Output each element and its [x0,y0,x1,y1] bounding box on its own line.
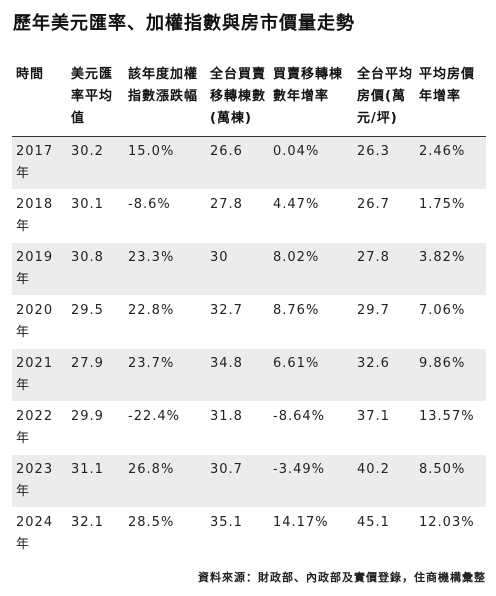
source-note: 資料來源：財政部、內政部及實價登錄，住商機構彙整 [198,571,486,584]
cell-avg-price: 40.2 [353,454,415,508]
header-transfer-growth: 買賣移轉棟數年增率 [269,54,353,137]
cell-taiex-change: 23.7% [124,348,206,402]
cell-price-growth: 12.03% [415,507,486,561]
cell-year: 2023年 [12,454,67,508]
table-row: 2019年 30.8 23.3% 30 8.02% 27.8 3.82% [12,242,486,296]
table-row: 2017年 30.2 15.0% 26.6 0.04% 26.3 2.46% [12,136,486,190]
cell-avg-price: 27.8 [353,242,415,296]
data-table: 時間 美元匯率平均值 該年度加權指數漲跌幅 全台買賣移轉棟數(萬棟) 買賣移轉棟… [12,54,486,561]
header-price-growth: 平均房價年增率 [415,54,486,137]
cell-year: 2022年 [12,401,67,455]
cell-transfer-growth: 8.02% [269,242,353,296]
cell-avg-price: 32.6 [353,348,415,402]
cell-usd-rate: 30.1 [67,189,124,243]
page-title: 歷年美元匯率、加權指數與房市價量走勢 [13,13,355,34]
cell-avg-price: 45.1 [353,507,415,561]
cell-price-growth: 1.75% [415,189,486,243]
cell-transfers: 30.7 [206,454,269,508]
cell-transfer-growth: 8.76% [269,295,353,349]
cell-usd-rate: 30.8 [67,242,124,296]
cell-avg-price: 26.3 [353,136,415,190]
cell-transfers: 31.8 [206,401,269,455]
cell-price-growth: 13.57% [415,401,486,455]
cell-year: 2018年 [12,189,67,243]
cell-transfers: 27.8 [206,189,269,243]
cell-transfer-growth: 14.17% [269,507,353,561]
cell-transfers: 26.6 [206,136,269,190]
cell-avg-price: 29.7 [353,295,415,349]
cell-price-growth: 2.46% [415,136,486,190]
header-usd-rate: 美元匯率平均值 [67,54,124,137]
table-row: 2020年 29.5 22.8% 32.7 8.76% 29.7 7.06% [12,295,486,349]
cell-taiex-change: 23.3% [124,242,206,296]
cell-year: 2020年 [12,295,67,349]
cell-transfer-growth: -3.49% [269,454,353,508]
cell-taiex-change: -8.6% [124,189,206,243]
cell-year: 2024年 [12,507,67,561]
cell-year: 2019年 [12,242,67,296]
cell-transfers: 34.8 [206,348,269,402]
cell-price-growth: 3.82% [415,242,486,296]
cell-taiex-change: -22.4% [124,401,206,455]
cell-transfers: 32.7 [206,295,269,349]
cell-transfer-growth: 0.04% [269,136,353,190]
cell-taiex-change: 15.0% [124,136,206,190]
cell-avg-price: 26.7 [353,189,415,243]
cell-taiex-change: 22.8% [124,295,206,349]
cell-year: 2017年 [12,136,67,190]
table-row: 2018年 30.1 -8.6% 27.8 4.47% 26.7 1.75% [12,189,486,243]
cell-year: 2021年 [12,348,67,402]
table-row: 2023年 31.1 26.8% 30.7 -3.49% 40.2 8.50% [12,454,486,508]
cell-avg-price: 37.1 [353,401,415,455]
cell-usd-rate: 29.9 [67,401,124,455]
header-avg-price: 全台平均房價(萬元/坪) [353,54,415,137]
cell-usd-rate: 31.1 [67,454,124,508]
cell-transfer-growth: -8.64% [269,401,353,455]
cell-price-growth: 8.50% [415,454,486,508]
cell-usd-rate: 29.5 [67,295,124,349]
cell-transfer-growth: 4.47% [269,189,353,243]
header-transfers: 全台買賣移轉棟數(萬棟) [206,54,269,137]
table-row: 2022年 29.9 -22.4% 31.8 -8.64% 37.1 13.57… [12,401,486,455]
header-time: 時間 [12,54,67,137]
cell-price-growth: 7.06% [415,295,486,349]
header-taiex-change: 該年度加權指數漲跌幅 [124,54,206,137]
table-row: 2024年 32.1 28.5% 35.1 14.17% 45.1 12.03% [12,507,486,561]
cell-usd-rate: 27.9 [67,348,124,402]
cell-taiex-change: 26.8% [124,454,206,508]
cell-transfers: 35.1 [206,507,269,561]
table-row: 2021年 27.9 23.7% 34.8 6.61% 32.6 9.86% [12,348,486,402]
cell-transfer-growth: 6.61% [269,348,353,402]
cell-usd-rate: 32.1 [67,507,124,561]
cell-taiex-change: 28.5% [124,507,206,561]
cell-usd-rate: 30.2 [67,136,124,190]
cell-transfers: 30 [206,242,269,296]
table-header-row: 時間 美元匯率平均值 該年度加權指數漲跌幅 全台買賣移轉棟數(萬棟) 買賣移轉棟… [12,54,486,137]
cell-price-growth: 9.86% [415,348,486,402]
